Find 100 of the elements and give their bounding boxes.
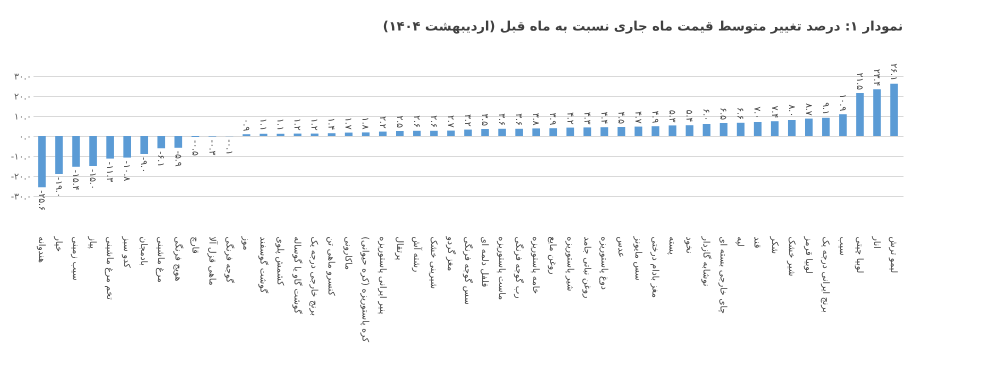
bar: [600, 127, 608, 136]
bar: [38, 136, 46, 188]
bar: [344, 132, 353, 136]
bar: [549, 128, 558, 136]
y-tick-label: ۰.۰: [18, 132, 32, 142]
data-label: -۱۵.۴: [70, 170, 80, 191]
bar: [702, 124, 710, 136]
bar: [396, 131, 404, 136]
x-tick-label: خیار: [52, 236, 63, 252]
x-tick-label: مغز بادام درختی: [649, 236, 660, 298]
x-tick-label: لیمو ترش: [888, 236, 898, 274]
x-tick-label: شیر پاستوریزه: [564, 236, 574, 292]
data-label: ۲.۵: [394, 115, 404, 128]
data-label: ۳.۶: [513, 113, 524, 126]
x-tick-label: هویج فرنگی: [172, 236, 184, 282]
data-label: -۱۹.۰: [52, 177, 63, 198]
bar: [532, 128, 540, 136]
x-tick-label: کشمش پلوی: [274, 236, 285, 286]
bar: [157, 136, 166, 148]
x-tick-label: پرتقال: [394, 236, 404, 261]
x-tick-label: نخود: [684, 236, 694, 254]
y-tick-label: ۲۰.۰: [14, 92, 32, 102]
data-label: ۳.۸: [530, 112, 540, 126]
data-label: -۹.۰: [138, 157, 148, 173]
x-tick-label: گوشت گاو یا گوساله: [292, 236, 304, 315]
bar: [362, 132, 370, 136]
x-tick-label: پیاز: [87, 236, 98, 250]
data-label: ۴.۵: [615, 111, 626, 124]
data-label: ۴.۴: [598, 112, 608, 124]
bar: [754, 122, 762, 136]
data-label: ۳.۶: [496, 113, 506, 126]
data-label: ۱.۲: [308, 118, 319, 131]
x-tick-label: مغز گردو: [444, 236, 457, 272]
data-label: ۱۰.۹: [836, 94, 847, 112]
data-label: -۵.۹: [172, 150, 182, 167]
data-label: ۴.۳: [581, 112, 592, 125]
data-label: ۶.۶: [734, 107, 745, 120]
y-tick-label: -۲۰.۰: [10, 172, 32, 182]
bar: [481, 129, 489, 136]
x-tick-label: سس گوجه فرنگی: [462, 236, 474, 305]
data-label: -۲۵.۶: [36, 190, 46, 211]
x-tick-label: کنسرو ماهی تن: [326, 236, 336, 296]
x-tick-label: نوشابه گازدار: [700, 236, 713, 286]
bar: [856, 93, 864, 136]
x-tick-label: لوبیا چیتی: [854, 236, 864, 274]
x-tick-label: رب گوجه فرنگی: [513, 236, 526, 299]
x-tick-label: لپه: [734, 236, 745, 247]
x-tick-label: شیرینی خشک: [428, 236, 438, 289]
data-label: ۴.۲: [564, 112, 574, 125]
data-label: ۱.۴: [326, 118, 336, 130]
data-label: ۹.۱: [820, 102, 830, 115]
bar: [720, 123, 728, 136]
bar: [668, 125, 676, 136]
bar: [328, 133, 336, 136]
x-tick-label: برنج خارجی درجه یک: [308, 236, 319, 316]
bar: [736, 122, 745, 136]
data-label: ۸.۰: [786, 104, 796, 117]
data-label: ۱.۲: [292, 118, 302, 131]
data-label: -۶.۱: [155, 151, 166, 167]
bar: [770, 121, 779, 136]
bar: [413, 130, 421, 136]
x-tick-label: قند: [752, 236, 762, 248]
data-label: ۳.۹: [547, 112, 558, 126]
x-tick-label: سیب: [836, 236, 847, 256]
x-tick-label: انار: [871, 236, 882, 249]
data-label: -۱۰.۸: [121, 160, 132, 182]
x-tick-label: قارچ: [189, 236, 200, 254]
bar: [430, 130, 438, 136]
x-tick-label: سس مایونز: [632, 236, 642, 281]
bar: [123, 136, 131, 158]
data-label: ۸.۷: [802, 103, 813, 116]
x-tick-label: هندوانه: [36, 236, 46, 264]
bar: [106, 136, 114, 159]
data-label: ۵.۴: [684, 110, 694, 122]
data-label: -۰.۳: [206, 140, 216, 156]
x-tick-label: پنیر ایرانی پاستوریزه: [376, 236, 387, 315]
x-tick-label: بادمجان: [138, 236, 148, 266]
y-tick-label: -۳۰.۰: [10, 192, 32, 202]
data-label: ۷.۴: [768, 106, 779, 118]
bar: [822, 118, 830, 136]
bar: [805, 118, 813, 136]
x-tick-label: لوبیا قرمز: [802, 236, 813, 274]
x-tick-label: برنج ایرانی درجه یک: [820, 236, 830, 313]
x-tick-label: ماست پاستوریزه: [496, 236, 506, 300]
data-label: ۶.۵: [718, 107, 728, 120]
data-label: -۱۵.۰: [87, 169, 98, 190]
x-tick-label: ماکارونی: [342, 236, 353, 270]
x-tick-label: رشته آش: [410, 236, 423, 272]
x-tick-label: روغن مایع: [547, 236, 558, 274]
bar: [634, 126, 642, 136]
bar: [890, 84, 898, 136]
bar: [566, 128, 574, 136]
data-label: -۱۱.۳: [104, 162, 114, 182]
bar: [89, 136, 97, 166]
bar: [72, 136, 80, 167]
data-label: ۶.۰: [700, 108, 711, 121]
x-tick-label: سیب زمینی: [70, 236, 80, 281]
data-label: ۵.۳: [666, 110, 677, 123]
data-label: ۲.۲: [376, 116, 387, 129]
data-label: ۰.۹: [240, 118, 250, 132]
